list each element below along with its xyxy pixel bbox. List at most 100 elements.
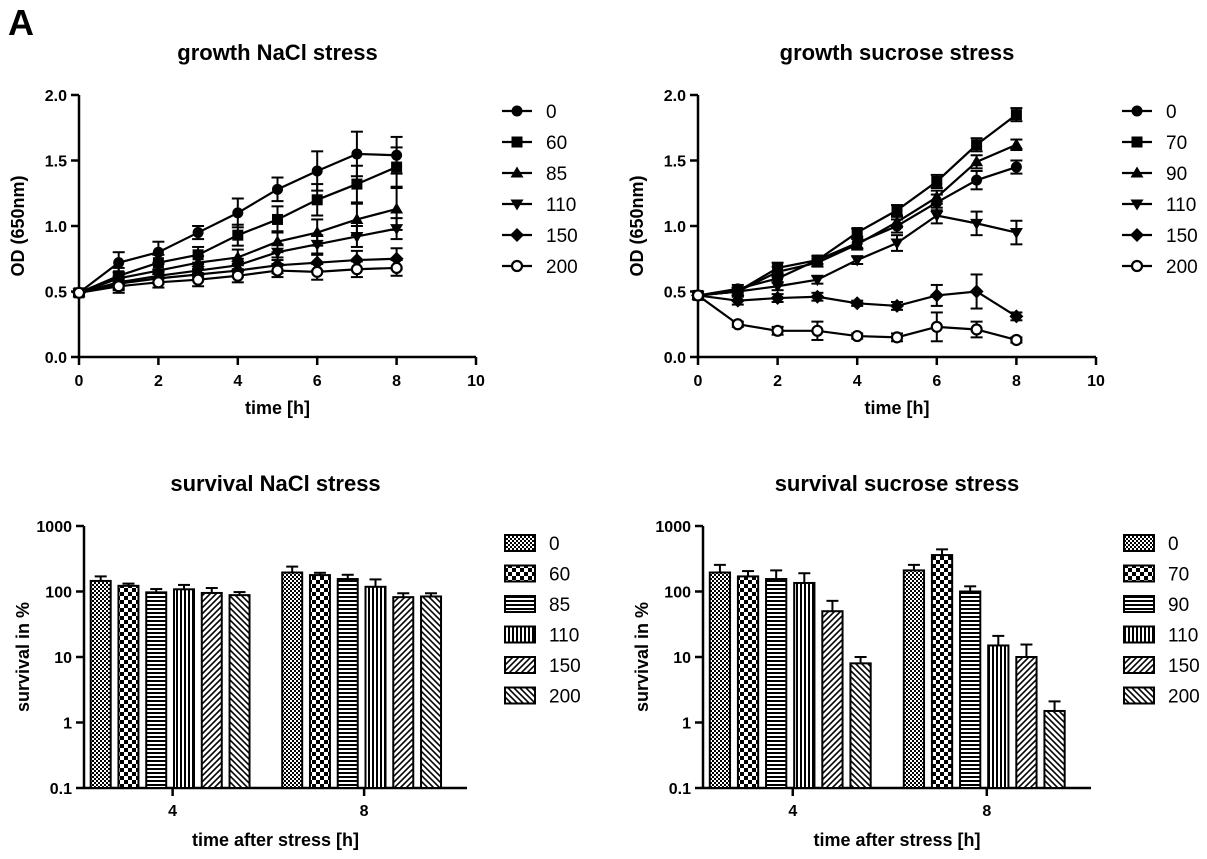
- data-point: [311, 165, 323, 177]
- data-point: [970, 155, 984, 167]
- data-point: [113, 257, 125, 269]
- y-axis-label: OD (650nm): [627, 175, 647, 276]
- legend-swatch: [1123, 625, 1155, 644]
- x-tick-label: 6: [313, 373, 322, 390]
- data-point: [389, 251, 404, 266]
- series-line: [697, 113, 1018, 297]
- data-point: [771, 281, 785, 293]
- data-point: [310, 239, 324, 251]
- data-point: [350, 212, 364, 224]
- data-point: [970, 323, 983, 336]
- legend: 0 70 90 110 150 200: [1123, 534, 1200, 708]
- y-axis-label: survival in %: [632, 602, 652, 712]
- legend-swatch: [1123, 534, 1155, 552]
- bar: [708, 571, 732, 790]
- legend-marker: [1130, 228, 1144, 242]
- data-point: [72, 286, 86, 299]
- legend: 0 60 85 110 150 200: [504, 534, 581, 708]
- data-point: [1009, 228, 1023, 240]
- bar: [308, 574, 331, 789]
- legend-label: 110: [1168, 626, 1198, 647]
- data-point: [349, 253, 364, 268]
- bar: [392, 596, 415, 790]
- legend-marker: [510, 259, 524, 273]
- y-tick-label: 1.5: [45, 154, 67, 171]
- y-tick-label: 1: [63, 716, 72, 733]
- y-tick-label: 1.0: [45, 219, 67, 236]
- y-tick-label: 1: [682, 716, 691, 733]
- x-tick-label: 8: [982, 803, 991, 820]
- legend-label: 0: [549, 534, 560, 555]
- legend-label: 90: [1168, 595, 1189, 616]
- y-tick-label: 1000: [655, 519, 691, 536]
- data-point: [232, 229, 244, 241]
- line-chart-1: growth sucrose stress 0.0 0.5 1.0 1.5 2.0 OD (…: [627, 40, 1198, 418]
- y-tick-label: 1.0: [664, 219, 686, 236]
- legend-label: 60: [549, 565, 570, 586]
- data-point: [970, 218, 984, 230]
- legend-label: 150: [1166, 226, 1198, 247]
- legend-label: 200: [546, 257, 578, 278]
- legend-marker: [510, 199, 524, 211]
- y-tick-label: 0.5: [45, 285, 67, 302]
- data-point: [930, 190, 944, 202]
- legend-label: 70: [1166, 133, 1187, 154]
- legend-label: 70: [1168, 565, 1189, 586]
- line-chart-0: growth NaCl stress 0.0 0.5 1.0 1.5 2.0 OD (650…: [8, 40, 578, 418]
- bar: [930, 554, 954, 790]
- y-tick-label: 0.1: [50, 781, 72, 798]
- bar: [173, 588, 195, 789]
- legend-marker: [510, 228, 524, 242]
- bar: [117, 584, 140, 790]
- y-axis-label: survival in %: [13, 602, 33, 712]
- panel-label: A: [8, 2, 34, 43]
- bar: [145, 591, 168, 789]
- x-tick-label: 4: [788, 803, 797, 820]
- bar: [959, 590, 982, 789]
- x-tick-label: 10: [467, 373, 485, 390]
- legend-label: 110: [546, 195, 576, 216]
- y-tick-label: 100: [45, 585, 72, 602]
- data-point: [152, 257, 164, 269]
- series-200: [72, 259, 403, 299]
- bar: [200, 591, 223, 789]
- bar-chart-3: survival sucrose stress0.11101001000surv…: [632, 471, 1200, 850]
- legend-label: 150: [1168, 656, 1200, 677]
- x-tick-label: 0: [75, 373, 84, 390]
- data-point: [929, 288, 944, 303]
- legend-swatch: [1123, 656, 1155, 674]
- bar: [1015, 656, 1038, 789]
- series-110: [691, 206, 1023, 302]
- data-point: [152, 276, 165, 289]
- bar: [736, 575, 760, 789]
- data-point: [391, 161, 403, 173]
- data-point: [271, 247, 284, 259]
- data-point: [231, 269, 244, 282]
- bar: [987, 644, 1010, 789]
- data-point: [390, 224, 404, 236]
- y-tick-label: 0.0: [45, 350, 67, 367]
- chart-title: growth NaCl stress: [177, 40, 378, 65]
- x-tick-label: 8: [360, 803, 369, 820]
- data-point: [771, 265, 785, 277]
- x-tick-label: 4: [853, 373, 862, 390]
- x-tick-label: 0: [694, 373, 703, 390]
- x-tick-label: 8: [1012, 373, 1021, 390]
- x-tick-label: 2: [154, 373, 163, 390]
- data-point: [192, 249, 204, 261]
- data-point: [891, 204, 903, 216]
- legend-marker: [1131, 136, 1143, 148]
- legend-label: 150: [546, 226, 578, 247]
- x-axis-label: time [h]: [865, 398, 930, 418]
- bar: [89, 579, 112, 790]
- data-point: [350, 231, 364, 243]
- bar: [849, 662, 872, 789]
- data-point: [731, 287, 745, 298]
- bar: [336, 578, 359, 789]
- data-point: [850, 237, 864, 249]
- data-point: [971, 139, 983, 151]
- x-tick-label: 2: [773, 373, 782, 390]
- data-point: [350, 263, 363, 276]
- data-point: [930, 211, 944, 223]
- data-point: [890, 298, 904, 313]
